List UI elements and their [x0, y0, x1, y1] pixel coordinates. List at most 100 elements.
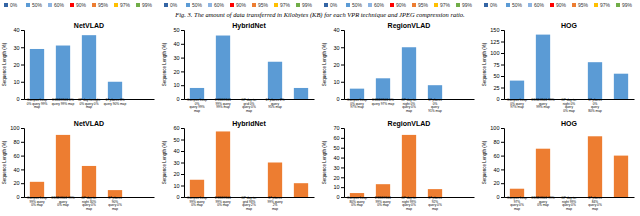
legend-swatch	[528, 3, 532, 7]
y-axis: 0255075100125150	[490, 27, 504, 102]
legend-entry: 60%	[208, 2, 225, 8]
legend-label: 99%	[142, 2, 153, 8]
legend-entry: 99%	[616, 2, 633, 8]
x-tick-label-line: map	[246, 207, 252, 211]
x-tick: Campus Loop0% query97% map	[347, 98, 367, 109]
y-tick: 40	[173, 41, 184, 47]
y-tick: 75	[493, 62, 504, 68]
legend-label: 97%	[440, 2, 451, 8]
y-tick-label: 40	[173, 148, 179, 154]
bar	[402, 135, 416, 197]
x-tick: Campus Loop0% query97% map	[507, 98, 527, 109]
legend-label: 50%	[192, 2, 203, 8]
y-axis-line	[341, 31, 345, 100]
x-tick: ESSEX10199% query0% map	[215, 196, 231, 207]
y-tick-label: 150	[490, 27, 499, 33]
y-tick-label: 30	[333, 45, 339, 51]
bar	[294, 88, 308, 99]
y-tick: 40	[493, 167, 504, 173]
x-axis: Campus Loop80% query0% mapESSEX10199% qu…	[345, 196, 475, 211]
y-tick: 20	[333, 62, 344, 68]
x-tick-label-line: map	[566, 207, 572, 211]
legend-label: 60%	[214, 2, 225, 8]
x-tick-label: Campus Loop99% query0% map	[27, 196, 47, 207]
x-tick: ESSEX101 0%query 97% map	[372, 98, 395, 106]
x-tick-label: GP day-to-night 0%query0% map	[561, 98, 576, 113]
y-tick: 150	[490, 27, 504, 33]
x-tick-label-line: map	[34, 105, 40, 109]
legend-entry: 0%	[164, 2, 178, 8]
y-axis: 020406080100	[10, 125, 24, 200]
y-tick-mark	[341, 167, 344, 168]
legend-label: 95%	[418, 2, 429, 8]
x-tick-label: GP day-to-grid 0%query 0%map	[241, 98, 256, 113]
bar	[268, 62, 282, 99]
y-tick: 0	[16, 194, 24, 200]
bar	[536, 35, 550, 99]
bar	[30, 49, 44, 99]
legend-swatch	[48, 3, 52, 7]
chart: 010203040Campus Loop0% query 99%mapESSEX…	[2, 22, 155, 110]
legend-entry: 50%	[186, 2, 203, 8]
legend-swatch	[412, 3, 416, 7]
x-tick-label-line: 95% map	[268, 105, 282, 109]
y-tick-mark	[21, 30, 24, 31]
x-tick: GP day-to-night 99%query 0%map	[561, 196, 576, 211]
legend-label: 97%	[120, 2, 131, 8]
chart-title: RegionVLAD	[388, 120, 431, 128]
y-tick: 0	[16, 96, 24, 102]
y-tick-mark	[501, 76, 504, 77]
bar	[614, 156, 628, 197]
y-tick: 40	[333, 155, 344, 161]
x-tick: 17 places90%query 0%map	[108, 196, 122, 211]
y-tick: 10	[173, 82, 184, 88]
y-tick: 50	[493, 73, 504, 79]
y-axis-title: Sequence Length (%)	[322, 42, 327, 86]
legend-entry: 0%	[4, 2, 18, 8]
y-tick-mark	[341, 99, 344, 100]
y-tick-label: 50	[493, 73, 499, 79]
chart-title: RegionVLAD	[388, 22, 431, 30]
y-tick: 50	[173, 27, 184, 33]
y-tick-label: 20	[493, 180, 499, 186]
x-tick: GP day-to-night 30%query 0%map	[81, 196, 96, 211]
x-tick-label: Campus Loop0% query 99%map	[27, 98, 48, 109]
legend-swatch	[346, 3, 350, 7]
x-tick: Campus Loop99% query0% map	[187, 196, 207, 207]
y-tick-label: 40	[493, 167, 499, 173]
y-tick: 40	[13, 27, 24, 33]
y-tick-label: 0	[336, 194, 339, 200]
y-axis-title: Sequence Length (%)	[2, 42, 7, 86]
y-tick-mark	[181, 186, 184, 187]
legend-entry: 90%	[550, 2, 567, 8]
x-tick-label-line: map	[194, 109, 200, 113]
y-tick-mark	[341, 128, 344, 129]
legend-swatch	[484, 3, 488, 7]
x-tick-label: 17 places 2%query95% map	[265, 98, 284, 109]
x-tick-label: 17 places0%query80% map	[588, 98, 602, 113]
x-tick-label: Campus Loop0% query97% map	[347, 98, 367, 109]
y-tick: 0	[336, 194, 344, 200]
x-tick-label-line: map	[406, 207, 412, 211]
legend-swatch	[390, 3, 394, 7]
y-tick-mark	[501, 197, 504, 198]
y-tick-label: 20	[13, 180, 19, 186]
legend-entry: 50%	[26, 2, 43, 8]
x-tick-label: GP day-to-night 30%query 0%map	[81, 196, 96, 211]
y-tick-label: 40	[13, 27, 19, 33]
y-axis-title: Sequence Length (%)	[482, 140, 487, 184]
y-tick: 30	[173, 160, 184, 166]
y-tick-mark	[341, 197, 344, 198]
x-tick-label-line: map	[432, 207, 438, 211]
x-tick: 17 places0%query80% map	[588, 98, 602, 113]
x-tick-label: 17 places 0%query 90% map	[104, 98, 127, 106]
y-tick: 70	[333, 125, 344, 131]
legend-swatch	[26, 3, 30, 7]
x-axis: Campus Loop0% query 99%mapESSEX101 0%que…	[25, 98, 155, 109]
bar	[216, 131, 230, 197]
legend-entry: 50%	[506, 2, 523, 8]
y-tick-mark	[341, 187, 344, 188]
chart: 01020304050Campus Loop0%query 99%mapESSE…	[162, 22, 315, 114]
y-tick-label: 40	[173, 41, 179, 47]
y-tick-label: 20	[333, 175, 339, 181]
